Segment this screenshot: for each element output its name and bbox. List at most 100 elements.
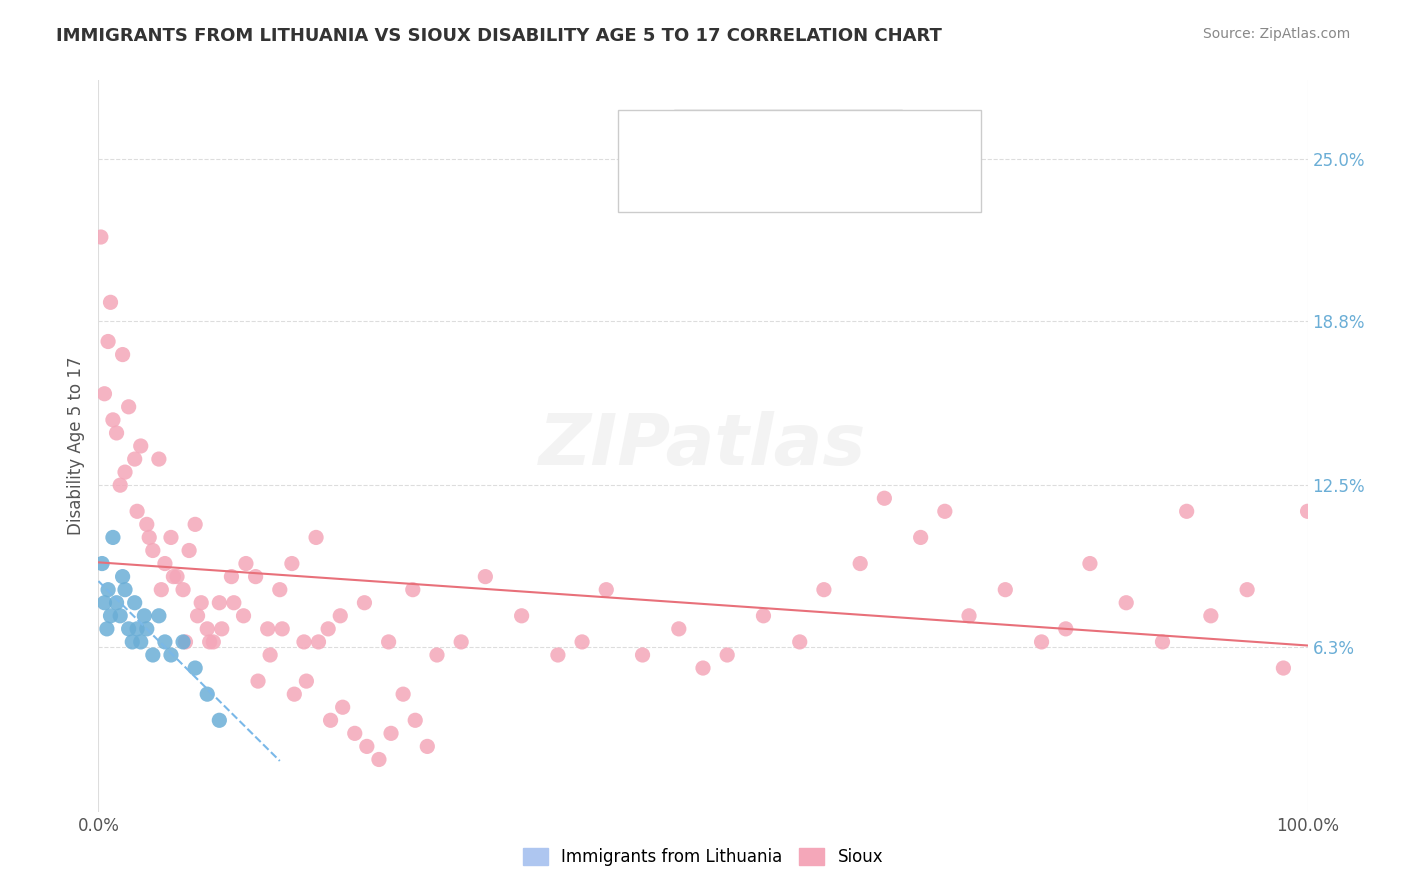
Point [849, 557, 872, 571]
Point [172, 582, 194, 597]
Point [1236, 582, 1258, 597]
Point [332, 700, 354, 714]
Point [129, 439, 152, 453]
Point [380, 726, 402, 740]
Point [281, 557, 304, 571]
Point [319, 714, 342, 728]
Point [1078, 557, 1101, 571]
Point [97, 334, 120, 349]
Point [91, 557, 114, 571]
Point [1199, 608, 1222, 623]
Point [692, 661, 714, 675]
Point [994, 582, 1017, 597]
Point [269, 582, 291, 597]
Point [138, 530, 160, 544]
Point [111, 569, 134, 583]
Point [202, 635, 225, 649]
Point [127, 622, 149, 636]
Point [668, 622, 690, 636]
Point [124, 452, 146, 467]
Point [308, 635, 330, 649]
Point [184, 661, 207, 675]
Point [148, 452, 170, 467]
Point [1272, 661, 1295, 675]
Point [184, 517, 207, 532]
Point [129, 635, 152, 649]
Point [789, 635, 811, 649]
Point [142, 543, 165, 558]
Point [416, 739, 439, 754]
Point [124, 596, 146, 610]
Point [283, 687, 305, 701]
Point [245, 569, 267, 583]
Point [353, 596, 375, 610]
Point [510, 608, 533, 623]
Point [910, 530, 932, 544]
Point [295, 674, 318, 689]
Point [190, 596, 212, 610]
Point [356, 739, 378, 754]
Point [198, 635, 221, 649]
Legend: R = 0.540   N = 25, R = -0.147   N = 93: R = 0.540 N = 25, R = -0.147 N = 93 [673, 110, 901, 166]
Point [100, 295, 122, 310]
Point [426, 648, 449, 662]
Point [118, 622, 141, 636]
Point [105, 596, 128, 610]
Point [1152, 635, 1174, 649]
Point [114, 465, 136, 479]
Point [450, 635, 472, 649]
Point [368, 752, 391, 766]
Point [1296, 504, 1319, 518]
Point [135, 622, 157, 636]
Point [96, 622, 118, 636]
Point [174, 635, 197, 649]
Point [195, 622, 218, 636]
Point [172, 635, 194, 649]
Point [160, 648, 183, 662]
Point [121, 635, 143, 649]
Point [97, 582, 120, 597]
Point [259, 648, 281, 662]
Point [222, 596, 245, 610]
Point [247, 674, 270, 689]
Point [221, 569, 243, 583]
Point [100, 608, 122, 623]
Point [160, 530, 183, 544]
Point [271, 622, 294, 636]
Point [232, 608, 254, 623]
Point [195, 687, 218, 701]
Point [571, 635, 593, 649]
Point [329, 608, 352, 623]
Legend: Immigrants from Lithuania, Sioux: Immigrants from Lithuania, Sioux [515, 840, 891, 875]
Point [134, 608, 156, 623]
Point [873, 491, 896, 506]
Point [101, 413, 124, 427]
Point [118, 400, 141, 414]
Point [187, 608, 209, 623]
Text: ZIPatlas: ZIPatlas [540, 411, 866, 481]
Point [162, 569, 184, 583]
Point [316, 622, 339, 636]
Point [108, 478, 131, 492]
Point [813, 582, 835, 597]
Point [305, 530, 328, 544]
Point [402, 582, 425, 597]
Point [1054, 622, 1077, 636]
Point [957, 608, 980, 623]
Point [377, 635, 399, 649]
Point [135, 517, 157, 532]
Point [934, 504, 956, 518]
Point [148, 608, 170, 623]
Point [292, 635, 315, 649]
Point [153, 635, 176, 649]
Point [166, 569, 188, 583]
Point [101, 530, 124, 544]
Point [179, 543, 201, 558]
Point [111, 348, 134, 362]
Point [716, 648, 738, 662]
Point [404, 714, 426, 728]
Text: Source: ZipAtlas.com: Source: ZipAtlas.com [1202, 27, 1350, 41]
FancyBboxPatch shape [619, 110, 981, 212]
Point [93, 386, 115, 401]
Point [595, 582, 617, 597]
